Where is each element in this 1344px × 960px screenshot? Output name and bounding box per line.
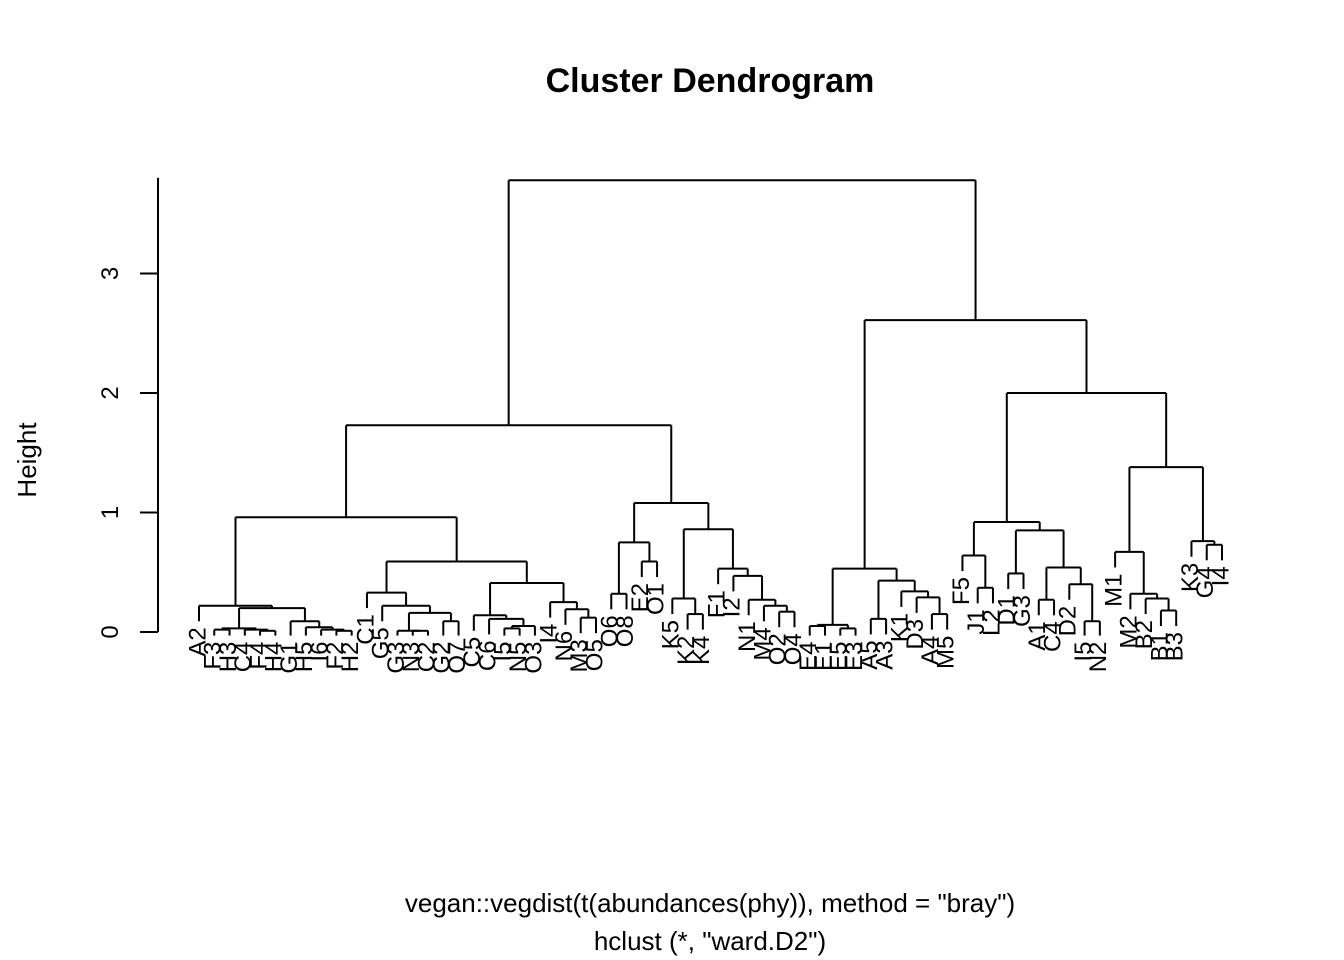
leaf-label: H5 <box>291 642 318 673</box>
y-axis: 0 1 2 3 <box>97 177 159 639</box>
leaf-label: C6 <box>474 640 501 671</box>
leaf-label: C1 <box>352 614 379 645</box>
leaf-label: A2 <box>184 627 211 656</box>
leaf-label: A3 <box>871 640 898 669</box>
leaf-label: A1 <box>1024 621 1051 650</box>
y-axis-label: Height <box>12 422 42 498</box>
leaf-label: F2 <box>322 642 349 670</box>
leaf-label: N5 <box>505 642 532 673</box>
leaf-label: O4 <box>780 633 807 665</box>
leaf-label: H4 <box>261 642 288 673</box>
leaf-label: C2 <box>413 642 440 673</box>
leaf-label: N3 <box>398 642 425 673</box>
leaf-label: E2 <box>627 583 654 612</box>
leaf-label: M2 <box>1116 615 1143 648</box>
leaf-label: A5 <box>856 640 883 669</box>
leaf-label: E5 <box>826 642 853 671</box>
leaf-label: N2 <box>1085 642 1112 673</box>
leaf-label: O1 <box>642 583 669 615</box>
leaf-label: I6 <box>306 642 333 662</box>
leaf-label: I2 <box>719 597 746 617</box>
leaf-label: F3 <box>200 642 227 670</box>
leaf-label: K5 <box>658 620 685 649</box>
chart-title: Cluster Dendrogram <box>546 62 875 100</box>
y-tick-label: 0 <box>97 625 124 638</box>
method-label: hclust (*, "ward.D2") <box>594 926 826 956</box>
leaf-label: B2 <box>1131 620 1158 649</box>
leaf-label: K3 <box>1177 563 1204 592</box>
leaf-label: N6 <box>551 631 578 662</box>
leaf-label: B1 <box>1146 632 1173 661</box>
leaf-label: O7 <box>444 642 471 674</box>
leaf-label: C4 <box>230 642 257 673</box>
leaf-label: C5 <box>459 637 486 668</box>
leaf-label: O5 <box>581 639 608 671</box>
leaf-label: A4 <box>917 636 944 665</box>
leaf-label: F5 <box>948 577 975 605</box>
leaf-label: M3 <box>566 639 593 672</box>
dendrogram-branches <box>198 179 1223 636</box>
leaf-label: G3 <box>1009 595 1036 627</box>
leaf-label: H3 <box>215 642 242 673</box>
leaf-label: B3 <box>1162 632 1189 661</box>
leaf-label: J1 <box>963 609 990 634</box>
leaf-label: O2 <box>765 633 792 665</box>
leaf-label: I5 <box>490 642 517 662</box>
leaf-label: I4 <box>536 624 563 644</box>
leaf-label: D2 <box>1055 606 1082 637</box>
leaf-label: K2 <box>673 636 700 665</box>
leaf-labels: A2F3H3C4F4H4G1H5I6F2H2C1G5G3N3C2G2O7C5C6… <box>184 563 1234 674</box>
leaf-label: K4 <box>688 636 715 665</box>
leaf-label: H2 <box>337 642 364 673</box>
leaf-label: C4 <box>1039 621 1066 652</box>
leaf-label: O3 <box>520 642 547 674</box>
leaf-label: M5 <box>933 636 960 669</box>
leaf-label: D1 <box>994 595 1021 626</box>
leaf-label: N1 <box>734 621 761 652</box>
leaf-label: L2 <box>978 609 1005 636</box>
leaf-label: G2 <box>429 642 456 674</box>
leaf-label: M4 <box>749 627 776 660</box>
y-tick-label: 1 <box>97 506 124 519</box>
leaf-label: F4 <box>245 642 272 670</box>
leaf-label: E1 <box>810 642 837 671</box>
leaf-label: O8 <box>612 615 639 647</box>
leaf-label: E4 <box>795 642 822 671</box>
leaf-label: G5 <box>368 627 395 659</box>
y-tick-label: 3 <box>97 267 124 280</box>
y-tick-label: 2 <box>97 386 124 399</box>
leaf-label: I5 <box>1070 642 1097 662</box>
leaf-label: I4 <box>1207 566 1234 586</box>
leaf-label: G3 <box>383 642 410 674</box>
leaf-label: F1 <box>703 590 730 618</box>
leaf-label: G1 <box>276 642 303 674</box>
x-axis-label: vegan::vegdist(t(abundances(phy)), metho… <box>405 888 1015 918</box>
leaf-label: K1 <box>887 613 914 642</box>
leaf-label: D3 <box>902 619 929 650</box>
leaf-label: M1 <box>1100 573 1127 606</box>
leaf-label: E3 <box>841 642 868 671</box>
leaf-label: G4 <box>1192 566 1219 598</box>
leaf-label: O6 <box>597 615 624 647</box>
